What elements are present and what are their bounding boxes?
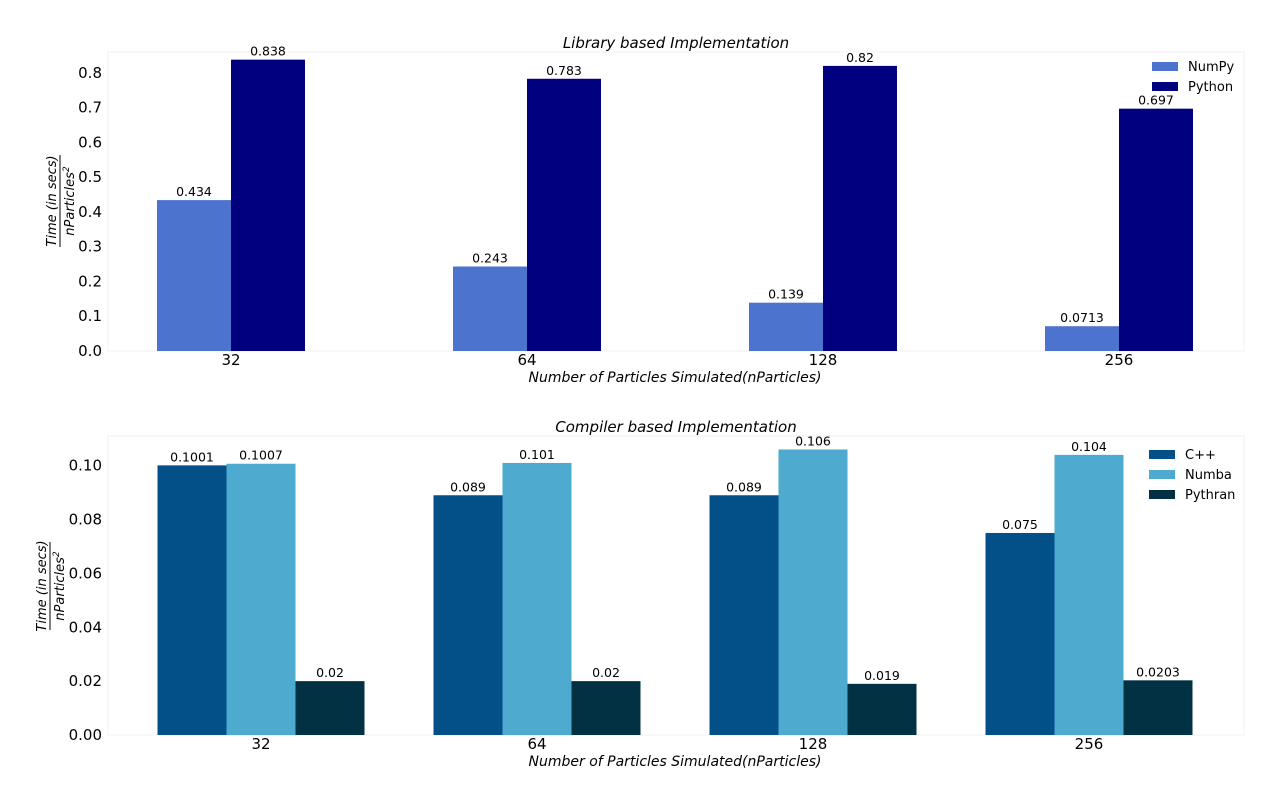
- x-tick-label: 32: [251, 735, 270, 753]
- bar-value-label: 0.02: [316, 665, 344, 680]
- legend-label: Python: [1188, 80, 1233, 95]
- x-axis-label: Number of Particles Simulated(nParticles…: [529, 754, 822, 770]
- bar-value-label: 0.243: [472, 251, 508, 266]
- bar-numpy-64: [453, 266, 527, 351]
- y-tick-label: 0.0: [78, 342, 102, 360]
- chart-panel-2: Compiler based Implementation 0.00 0.02 0.0…: [35, 418, 1245, 770]
- y-axis-label: Time (in secs) nParticles2: [35, 540, 68, 631]
- y-tick-label: 0.02: [69, 672, 102, 690]
- plot-area: [107, 435, 1245, 736]
- bar-value-label: 0.075: [1002, 517, 1038, 532]
- chart-title: Library based Implementation: [563, 34, 789, 52]
- bar-value-label: 0.104: [1071, 439, 1107, 454]
- bar-numba-128: [778, 449, 848, 735]
- bar-value-label: 0.697: [1138, 93, 1174, 108]
- bar-c++-128: [709, 495, 779, 735]
- legend-swatch-c++: [1149, 450, 1175, 459]
- y-tick-label: 0.6: [78, 133, 102, 151]
- x-tick-label: 64: [517, 351, 536, 369]
- bar-value-label: 0.019: [864, 668, 900, 683]
- y-tick-label: 0.10: [69, 457, 102, 475]
- legend-swatch-numba: [1149, 470, 1175, 479]
- bar-c++-32: [157, 465, 227, 735]
- legend-label: C++: [1185, 448, 1216, 463]
- bar-value-label: 0.02: [592, 665, 620, 680]
- bar-c++-64: [433, 495, 503, 735]
- chart-title: Compiler based Implementation: [555, 418, 796, 436]
- bar-value-label: 0.101: [519, 447, 555, 462]
- legend-label: NumPy: [1188, 60, 1234, 75]
- bar-value-label: 0.0713: [1060, 310, 1104, 325]
- bar-value-label: 0.089: [726, 479, 762, 494]
- bar-pythran-128: [847, 683, 917, 735]
- bar-numpy-32: [157, 200, 231, 351]
- bar-value-label: 0.82: [846, 50, 874, 65]
- bar-value-label: 0.089: [450, 479, 486, 494]
- x-tick-label: 128: [809, 351, 838, 369]
- chart-panel-1: Library based Implementation 0.0 0.1 0.2 0.3…: [45, 34, 1245, 386]
- bar-pythran-64: [571, 681, 641, 735]
- x-tick-label: 64: [527, 735, 546, 753]
- bar-python-32: [231, 59, 305, 352]
- bar-value-label: 0.106: [795, 433, 831, 448]
- y-axis-label-denominator: nParticles2: [52, 551, 68, 621]
- legend-label: Pythran: [1185, 488, 1235, 503]
- bar-value-label: 0.1007: [239, 448, 283, 463]
- y-tick-label: 0.4: [78, 203, 102, 221]
- bar-value-label: 0.838: [250, 44, 286, 59]
- x-tick-label: 256: [1075, 735, 1104, 753]
- y-tick-label: 0.06: [69, 564, 102, 582]
- legend: C++ Numba Pythran: [1149, 448, 1235, 503]
- legend-swatch-numpy: [1152, 62, 1178, 71]
- plot-area: [107, 51, 1245, 352]
- y-tick-label: 0.3: [78, 238, 102, 256]
- legend-swatch-pythran: [1149, 490, 1175, 499]
- bar-python-256: [1119, 108, 1193, 351]
- bar-numba-32: [226, 463, 296, 735]
- y-tick-label: 0.5: [78, 168, 102, 186]
- y-axis-label: Time (in secs) nParticles2: [45, 155, 78, 247]
- x-tick-label: 32: [221, 351, 240, 369]
- x-tick-label: 128: [799, 735, 828, 753]
- y-tick-label: 0.08: [69, 511, 102, 529]
- y-axis-label-numerator: Time (in secs): [35, 540, 50, 631]
- x-axis-label: Number of Particles Simulated(nParticles…: [529, 370, 822, 386]
- y-tick-label: 0.1: [78, 307, 102, 325]
- y-axis-label-numerator: Time (in secs): [45, 155, 60, 246]
- bar-value-label: 0.139: [768, 287, 804, 302]
- y-tick-label: 0.8: [78, 64, 102, 82]
- bar-pythran-32: [295, 681, 365, 735]
- y-axis-label-denominator: nParticles2: [62, 166, 78, 236]
- y-tick-label: 0.00: [69, 726, 102, 744]
- bar-numpy-128: [749, 302, 823, 351]
- bar-numpy-256: [1045, 326, 1119, 351]
- bar-value-label: 0.0203: [1136, 664, 1180, 679]
- bar-value-label: 0.1001: [170, 449, 214, 464]
- bar-c++-256: [985, 532, 1055, 735]
- bar-python-128: [823, 65, 897, 351]
- x-tick-label: 256: [1105, 351, 1134, 369]
- bar-numba-64: [502, 462, 572, 735]
- y-axis-label-exponent: 2: [52, 551, 62, 557]
- legend-swatch-python: [1152, 82, 1178, 91]
- y-axis-label-exponent: 2: [62, 166, 72, 172]
- bar-python-64: [527, 78, 601, 351]
- bar-numba-256: [1054, 454, 1124, 735]
- legend: NumPy Python: [1152, 60, 1234, 95]
- y-tick-label: 0.04: [69, 618, 102, 636]
- bar-pythran-256: [1123, 680, 1193, 735]
- bar-value-label: 0.434: [176, 184, 212, 199]
- y-tick-label: 0.2: [78, 272, 102, 290]
- y-tick-label: 0.7: [78, 99, 102, 117]
- legend-label: Numba: [1185, 468, 1232, 483]
- bar-value-label: 0.783: [546, 63, 582, 78]
